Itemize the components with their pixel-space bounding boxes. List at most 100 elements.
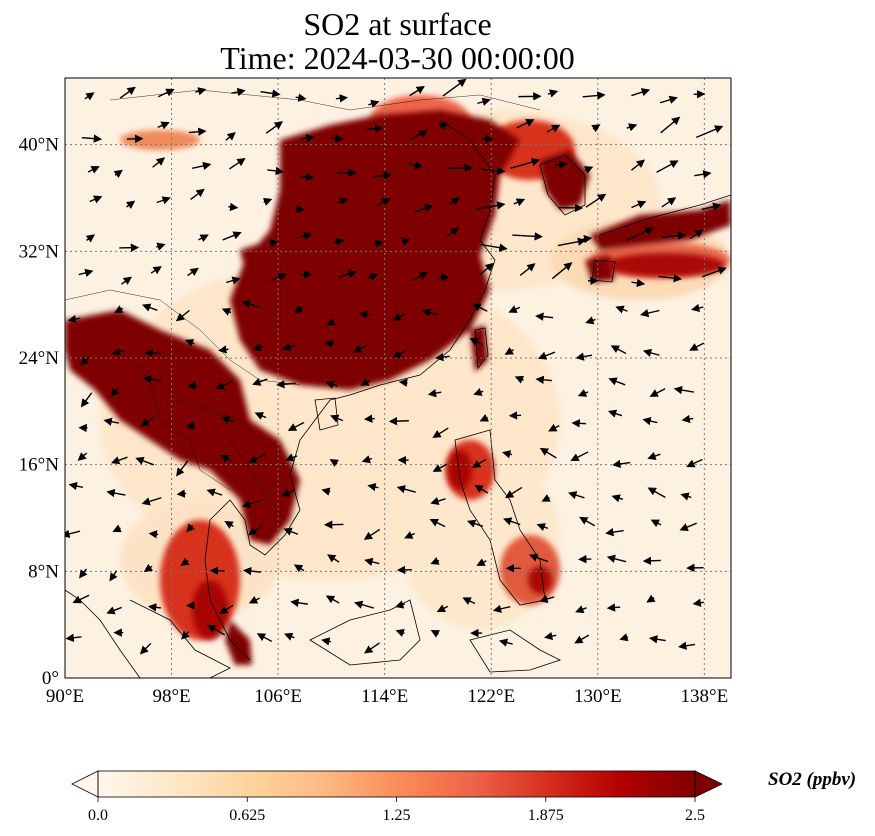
wind-arrow (498, 638, 513, 647)
wind-arrow (626, 227, 654, 241)
wind-arrow (435, 352, 450, 362)
wind-arrow (462, 597, 476, 605)
lon-tick-label: 114°E (361, 686, 408, 707)
plot-frame (64, 77, 732, 679)
wind-arrow (265, 121, 284, 134)
map-subtitle-time: Time: 2024-03-30 00:00:00 (220, 40, 575, 76)
wind-arrow (367, 482, 379, 492)
wind-arrow (142, 375, 162, 384)
wind-arrow (661, 197, 677, 208)
wind-arrow (283, 527, 299, 536)
wind-vectors (65, 78, 727, 655)
wind-arrow (125, 200, 136, 209)
wind-arrow (575, 605, 587, 614)
wind-arrow (256, 633, 273, 643)
wind-arrow (582, 234, 593, 244)
wind-arrow (410, 130, 428, 140)
wind-arrow (186, 523, 195, 533)
wind-arrow (535, 312, 554, 321)
wind-arrow (335, 94, 348, 103)
wind-arrow (648, 635, 666, 644)
wind-arrow (140, 416, 155, 427)
wind-arrow (281, 488, 296, 497)
lat-tick-label: 32°N (19, 241, 60, 262)
wind-arrow (512, 232, 543, 241)
wind-arrow (481, 134, 494, 144)
wind-arrow (284, 632, 295, 641)
wind-arrow (276, 380, 296, 389)
wind-arrow (401, 237, 411, 246)
wind-arrow (364, 642, 380, 654)
wind-arrow (649, 388, 666, 397)
wind-arrow (300, 134, 315, 143)
wind-arrow (147, 603, 161, 612)
colorbar-tick-label: 0.625 (229, 807, 265, 824)
wind-arrow (359, 310, 370, 319)
wind-arrow (686, 458, 703, 468)
wind-arrow (513, 198, 526, 207)
wind-arrow (503, 517, 521, 526)
wind-arrow (647, 487, 666, 498)
wind-arrow (541, 494, 551, 502)
wind-arrow (218, 345, 229, 354)
wind-arrow (152, 157, 166, 168)
lon-tick-label: 90°E (46, 686, 84, 707)
lat-tick-label: 16°N (19, 455, 60, 476)
wind-arrow (679, 522, 698, 532)
wind-arrow (106, 606, 122, 615)
wind-arrow (252, 377, 268, 386)
wind-arrow (631, 278, 646, 288)
wind-arrow (270, 273, 287, 282)
wind-arrow (510, 158, 541, 169)
wind-arrow (67, 314, 81, 324)
wind-arrow (480, 166, 506, 175)
wind-arrow (689, 229, 704, 240)
wind-arrow (224, 521, 234, 529)
wind-arrow (575, 352, 593, 361)
wind-arrow (180, 557, 190, 566)
wind-arrow (290, 598, 308, 607)
wind-arrow (176, 489, 187, 498)
lon-tick-label: 138°E (681, 686, 729, 707)
colorbar-tick-label: 2.5 (685, 807, 705, 824)
wind-arrow (516, 119, 535, 129)
wind-arrow (394, 600, 405, 609)
wind-arrow (241, 300, 261, 309)
wind-arrow (150, 266, 162, 275)
wind-arrow (504, 347, 514, 355)
wind-arrow (190, 188, 205, 200)
wind-arrow (77, 452, 88, 461)
wind-arrow (300, 172, 315, 182)
wind-arrow (327, 554, 340, 563)
wind-arrow (421, 308, 439, 317)
wind-arrow (192, 161, 212, 170)
wind-arrow (395, 629, 405, 637)
wind-arrow (269, 239, 279, 248)
wind-arrow (555, 160, 568, 169)
wind-arrow (646, 594, 656, 603)
wind-arrow (479, 262, 494, 276)
wind-arrow (547, 89, 559, 98)
wind-arrow (432, 463, 448, 472)
wind-arrow (631, 88, 651, 97)
lat-axis: 0° 8°N 16°N 24°N 32°N 40°N (19, 135, 60, 689)
wind-arrow (472, 458, 487, 469)
lon-tick-label: 122°E (467, 686, 515, 707)
wind-arrow (412, 272, 429, 282)
wind-arrow (333, 237, 345, 246)
wind-arrow (285, 453, 298, 462)
wind-arrow (142, 303, 158, 312)
lon-tick-label: 130°E (574, 686, 622, 707)
wind-arrow (448, 196, 461, 206)
wind-arrow (287, 421, 305, 431)
wind-arrow (206, 488, 223, 497)
wind-arrow (606, 603, 621, 612)
wind-arrow (539, 594, 555, 603)
wind-arrow (650, 519, 662, 528)
wind-arrow (68, 481, 84, 491)
wind-arrow (631, 200, 647, 209)
wind-arrow (139, 642, 152, 655)
wind-arrow (585, 316, 596, 325)
wind-arrow (689, 342, 705, 351)
